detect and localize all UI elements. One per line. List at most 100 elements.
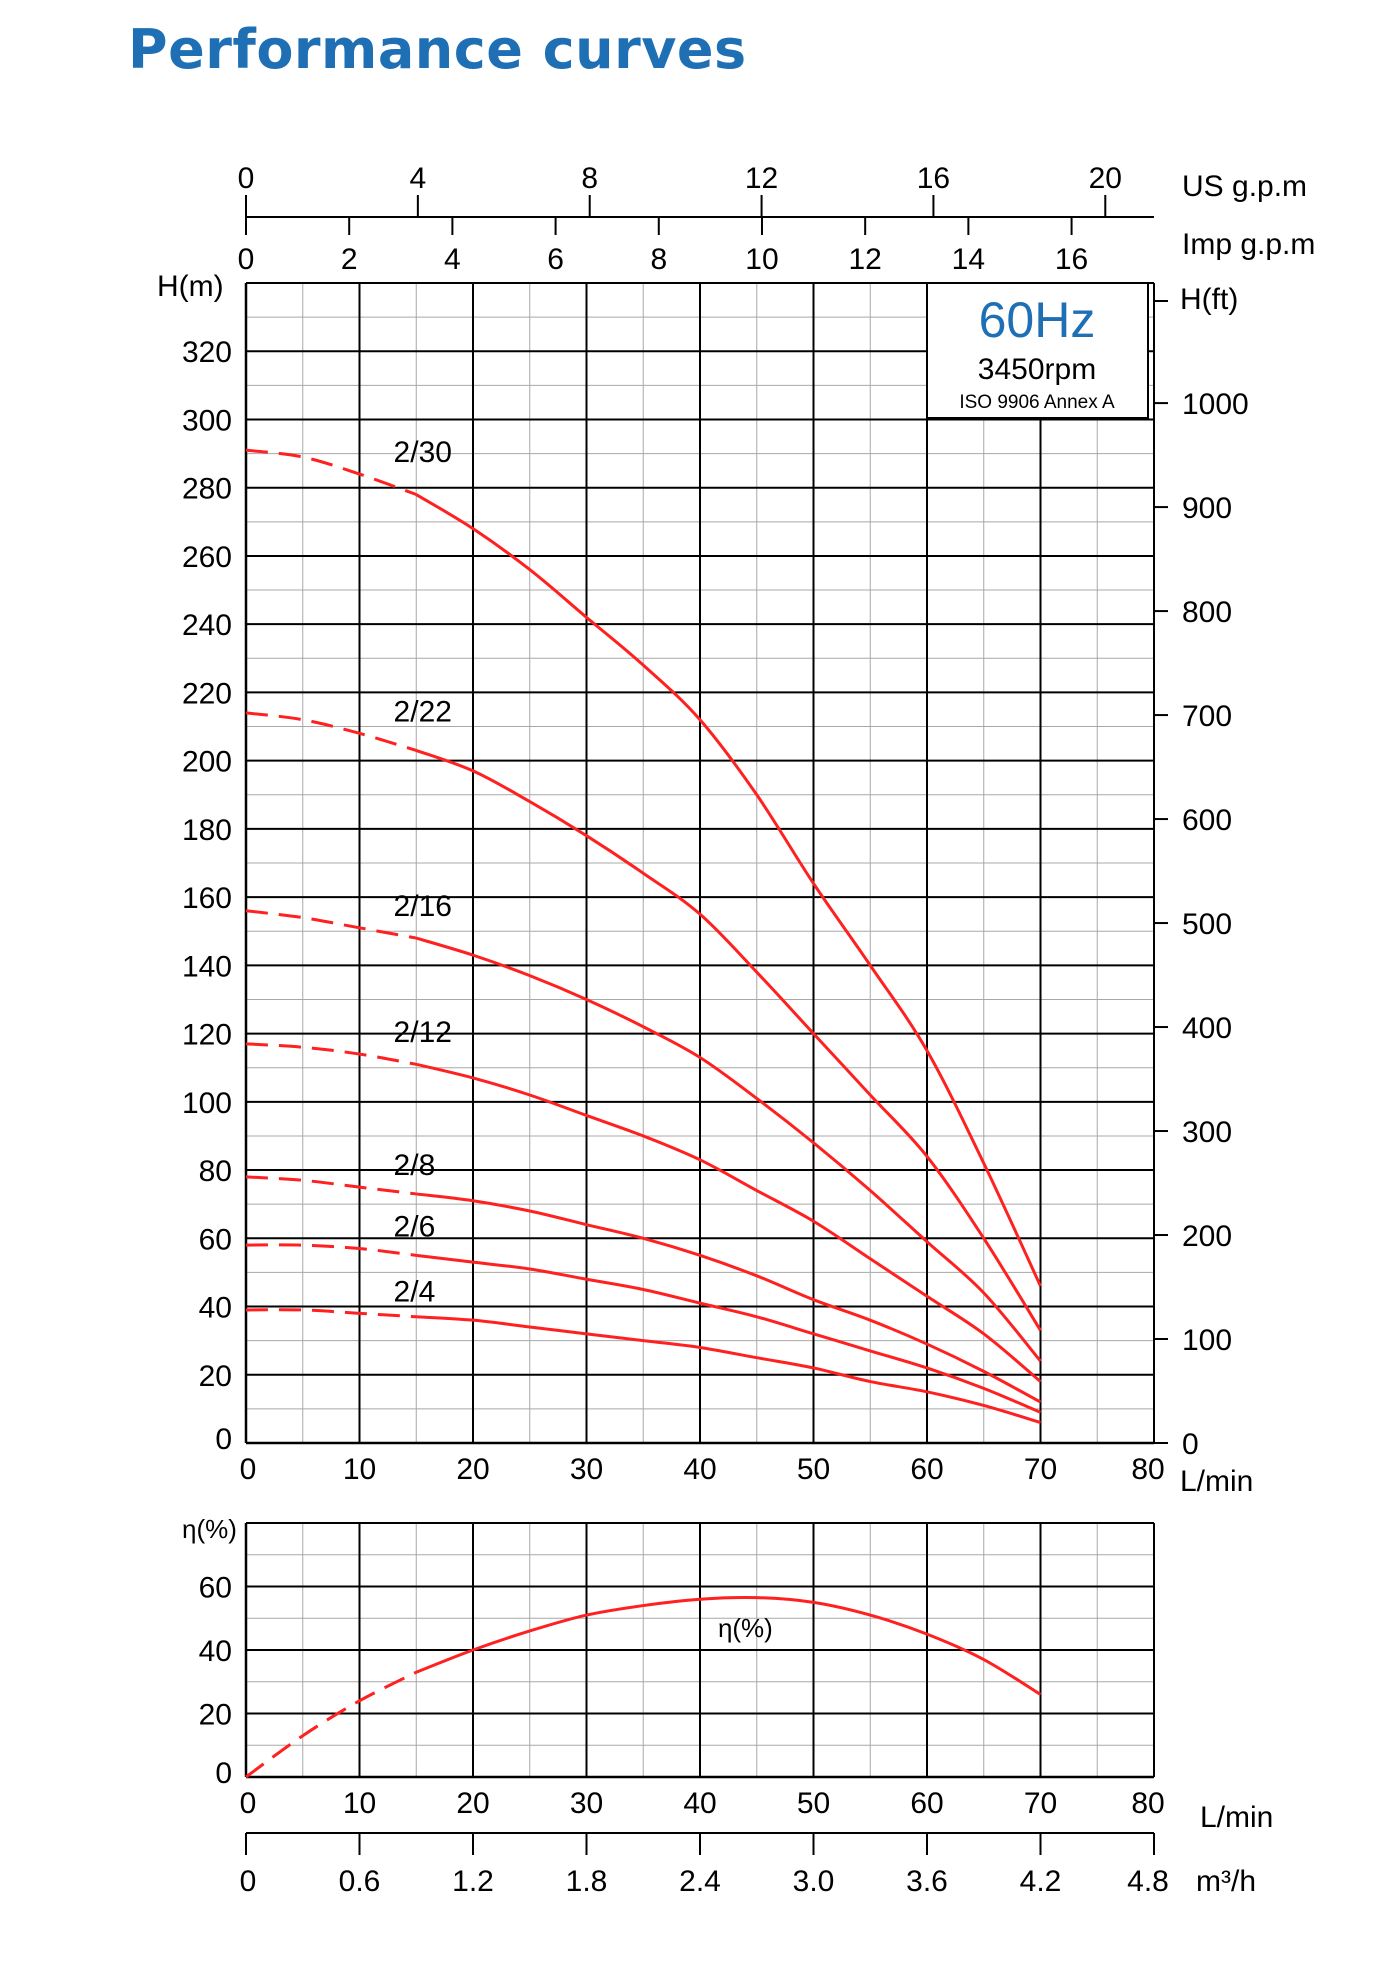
m3h-tick-label: 2.4 xyxy=(679,1865,721,1898)
y-tick-label: 40 xyxy=(199,1292,232,1325)
eta-x-tick-label: 50 xyxy=(797,1787,830,1820)
eta-x-tick-label: 60 xyxy=(910,1787,943,1820)
head-curve-solid xyxy=(415,749,1042,1332)
m3h-tick-label: 3.6 xyxy=(906,1865,948,1898)
head-curve-dashed xyxy=(245,1175,417,1196)
head-curve-solid xyxy=(416,1192,1042,1404)
us-gpm-tick-label: 20 xyxy=(1089,162,1122,195)
x-tick-label: 10 xyxy=(343,1453,376,1486)
y-right-tick-label: 700 xyxy=(1182,700,1232,733)
info-standard: ISO 9906 Annex A xyxy=(959,392,1115,413)
m3h-unit-label: m³/h xyxy=(1196,1865,1256,1898)
head-curve-dashed xyxy=(245,1243,417,1257)
y-tick-label: 220 xyxy=(182,677,232,710)
y-right-tick-label: 100 xyxy=(1182,1324,1232,1357)
m3h-tick-label: 4.8 xyxy=(1127,1865,1169,1898)
efficiency-chart-axes: 0 20 40 60 η(%) 0 10 20 30 40 50 60 70 80 L/min 0 0.6 1.2… xyxy=(182,1514,1273,1898)
eta-y-tick-label: 40 xyxy=(199,1635,232,1668)
y-right-tick-label: 0 xyxy=(1182,1428,1199,1461)
x-tick-label: 80 xyxy=(1131,1453,1164,1486)
eta-y-tick-label: 20 xyxy=(199,1699,232,1732)
curve-label: 2/4 xyxy=(394,1275,436,1308)
info-box-frame xyxy=(926,282,1149,419)
x-tick-label: 60 xyxy=(910,1453,943,1486)
m3h-tick-label: 0 xyxy=(240,1865,257,1898)
us-gpm-tick-label: 8 xyxy=(581,162,598,195)
eta-x-tick-label: 30 xyxy=(570,1787,603,1820)
eta-y-tick-label: 60 xyxy=(199,1572,232,1605)
us-gpm-tick-label: 16 xyxy=(917,162,950,195)
x-unit-label: L/min xyxy=(1180,1465,1253,1498)
x-tick-label: 50 xyxy=(797,1453,830,1486)
y-tick-label: 120 xyxy=(182,1019,232,1052)
imp-gpm-tick-label: 4 xyxy=(444,243,461,276)
y-tick-label: 0 xyxy=(215,1423,232,1456)
head-curve-solid xyxy=(415,1062,1042,1383)
eta-x-unit-label: L/min xyxy=(1200,1801,1273,1834)
y-tick-label: 100 xyxy=(182,1087,232,1120)
y-tick-label: 180 xyxy=(182,814,232,847)
us-gpm-unit-label: US g.p.m xyxy=(1182,170,1307,203)
m3h-tick-label: 0.6 xyxy=(339,1865,381,1898)
x-tick-label: 20 xyxy=(456,1453,489,1486)
curve-label: 2/12 xyxy=(394,1016,452,1049)
y-tick-label: 240 xyxy=(182,609,232,642)
imp-gpm-tick-label: 16 xyxy=(1055,243,1088,276)
eta-x-tick-label: 70 xyxy=(1024,1787,1057,1820)
x-tick-label: 0 xyxy=(240,1453,257,1486)
imp-gpm-tick-label: 8 xyxy=(650,243,667,276)
imp-gpm-tick-label: 6 xyxy=(547,243,564,276)
y-right-tick-label: 1000 xyxy=(1182,388,1249,421)
head-curve-solid xyxy=(415,493,1042,1287)
info-speed: 3450rpm xyxy=(978,353,1096,386)
y-tick-label: 260 xyxy=(182,541,232,574)
efficiency-chart-grid xyxy=(244,1522,1155,1779)
x-tick-label: 70 xyxy=(1024,1453,1057,1486)
y-tick-label: 140 xyxy=(182,950,232,983)
y-right-tick-label: 200 xyxy=(1182,1220,1232,1253)
imp-gpm-tick-label: 2 xyxy=(341,243,358,276)
curve-label: 2/30 xyxy=(394,436,452,469)
efficiency-curve-solid xyxy=(415,1595,1042,1696)
eta-x-tick-label: 20 xyxy=(456,1787,489,1820)
head-curve-solid xyxy=(415,936,1042,1363)
y-tick-label: 320 xyxy=(182,336,232,369)
y-tick-label: 160 xyxy=(182,882,232,915)
imp-gpm-tick-label: 12 xyxy=(848,243,881,276)
info-frequency: 60Hz xyxy=(979,292,1096,348)
eta-x-tick-label: 80 xyxy=(1131,1787,1164,1820)
y-right-tick-label: 400 xyxy=(1182,1012,1232,1045)
y-tick-label: 280 xyxy=(182,473,232,506)
head-curve-dashed xyxy=(245,448,417,496)
m3h-tick-label: 1.8 xyxy=(566,1865,608,1898)
y-tick-label: 200 xyxy=(182,746,232,779)
head-curve-dashed xyxy=(245,1308,417,1319)
x-tick-label: 30 xyxy=(570,1453,603,1486)
head-curve-solid xyxy=(416,1253,1042,1414)
y-tick-label: 80 xyxy=(199,1155,232,1188)
efficiency-curve-label: η(%) xyxy=(718,1613,773,1643)
head-chart-grid xyxy=(244,282,1155,1445)
imp-gpm-tick-label: 0 xyxy=(238,243,255,276)
head-curves xyxy=(245,448,1042,1424)
us-gpm-tick-label: 12 xyxy=(745,162,778,195)
imp-gpm-tick-label: 14 xyxy=(952,243,985,276)
eta-x-tick-label: 10 xyxy=(343,1787,376,1820)
eta-y-tick-label: 0 xyxy=(215,1757,232,1790)
eta-y-unit-label: η(%) xyxy=(182,1514,237,1544)
efficiency-curve-dashed xyxy=(245,1670,417,1779)
curve-label: 2/22 xyxy=(394,695,452,728)
imp-gpm-unit-label: Imp g.p.m xyxy=(1182,228,1315,261)
y-tick-label: 60 xyxy=(199,1223,232,1256)
eta-x-tick-label: 40 xyxy=(683,1787,716,1820)
head-curve-dashed xyxy=(245,909,417,940)
imp-gpm-tick-label: 10 xyxy=(745,243,778,276)
y-tick-label: 300 xyxy=(182,404,232,437)
head-curve-solid xyxy=(416,1315,1041,1424)
y-right-tick-label: 500 xyxy=(1182,908,1232,941)
curve-label: 2/6 xyxy=(394,1211,436,1244)
m3h-tick-label: 3.0 xyxy=(793,1865,835,1898)
head-curve-dashed xyxy=(245,1042,417,1066)
y-tick-label: 20 xyxy=(199,1360,232,1393)
